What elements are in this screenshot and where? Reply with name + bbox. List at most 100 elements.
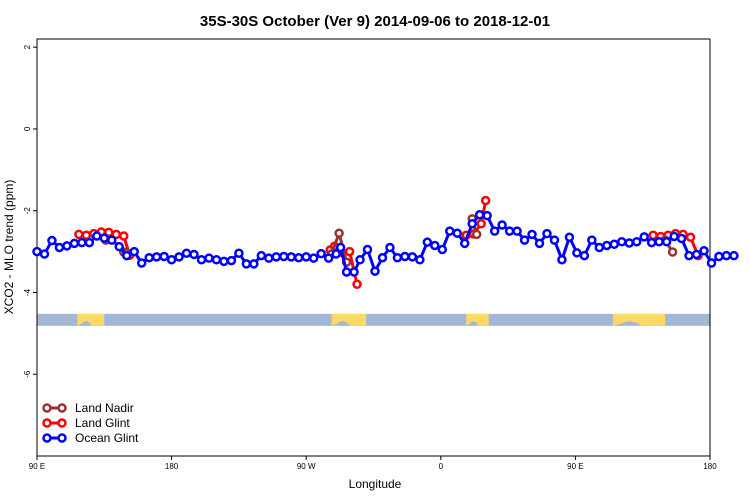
ocean-glint-point-0-79: [617, 237, 627, 247]
axes-ticks: 90 E 180 90 W 0 90 E 180 2 0 -2 -4 -6: [23, 44, 717, 471]
ocean-glint-point-0-31: [264, 253, 274, 263]
legend-label-land-nadir: Land Nadir: [75, 401, 134, 415]
ocean-glint-point-0-6: [77, 237, 87, 248]
ocean-glint-point-0-69: [542, 228, 552, 239]
land-nadir-point-4-1: [667, 247, 678, 257]
ocean-glint-point-0-5: [69, 238, 80, 249]
land-segment-1: [331, 313, 367, 326]
ocean-glint-point-0-28: [241, 259, 252, 269]
land-segment-0: [77, 313, 105, 326]
ocean-glint-point-0-54: [430, 240, 440, 251]
series-ocean-glint: [32, 210, 739, 277]
ocean-glint-point-0-73: [572, 248, 582, 258]
ocean-glint-point-0-7: [84, 237, 95, 248]
land-glint-point-2-2: [476, 219, 486, 229]
ocean-glint-point-0-81: [631, 237, 642, 247]
ocean-glint-point-0-29: [249, 259, 259, 269]
ocean-glint-point-0-22: [196, 255, 207, 265]
ocean-glint-point-0-0: [32, 246, 42, 257]
ocean-glint-point-0-44: [355, 255, 365, 265]
ocean-glint-point-0-12: [121, 250, 132, 261]
land-segment-2: [466, 313, 489, 326]
ocean-glint-point-0-21: [189, 249, 199, 260]
ocean-glint-point-0-23: [204, 253, 214, 263]
ocean-glint-point-0-8: [92, 231, 102, 241]
latitude-band: [37, 313, 710, 326]
land-nadir-point-2-1: [334, 228, 344, 238]
ocean-glint-point-0-14: [136, 258, 147, 268]
ocean-glint-point-0-50: [400, 251, 410, 262]
y-tick-label-4: -6: [23, 370, 32, 378]
ocean-glint-point-0-58: [459, 238, 470, 249]
ocean-glint-point-0-41: [335, 242, 346, 253]
ocean-glint-point-0-87: [676, 233, 687, 244]
ocean-glint-point-0-39: [323, 253, 334, 263]
ocean-glint-point-0-63: [497, 220, 507, 230]
y-tick-label-1: 0: [23, 126, 32, 131]
ocean-glint-point-0-27: [234, 248, 244, 258]
ocean-glint-point-0-74: [579, 250, 590, 261]
x-tick-label-5: 180: [703, 462, 717, 471]
ocean-glint-point-0-1: [39, 249, 50, 259]
ocean-glint-point-0-33: [279, 251, 289, 262]
x-tick-label-4: 90 E: [567, 462, 583, 471]
ocean-glint-point-0-35: [293, 252, 304, 263]
x-tick-label-2: 90 W: [297, 462, 316, 471]
ocean-glint-point-0-85: [661, 237, 672, 247]
ocean-band: [37, 313, 710, 326]
ocean-glint-point-0-77: [602, 240, 612, 251]
legend-label-land-glint: Land Glint: [75, 416, 130, 430]
ocean-glint-point-0-37: [308, 253, 319, 263]
ocean-glint-point-0-82: [639, 232, 649, 242]
ocean-glint-point-0-24: [211, 255, 222, 265]
ocean-glint-point-0-52: [415, 255, 425, 265]
ocean-glint-point-0-42: [341, 267, 352, 277]
land-glint-point-3-0: [648, 230, 658, 240]
legend-marker-ocean-glint: [42, 433, 52, 443]
ocean-glint-point-0-70: [549, 235, 560, 245]
x-tick-label-3: 0: [439, 462, 444, 471]
ocean-glint-point-0-57: [452, 228, 463, 238]
legend-marker-end-land-nadir: [57, 403, 67, 413]
ocean-glint-point-0-30: [256, 250, 267, 261]
ocean-glint-point-0-2: [47, 235, 57, 246]
ocean-glint-point-0-78: [609, 239, 620, 249]
ocean-glint-point-0-84: [654, 237, 664, 247]
ocean-glint-point-0-17: [159, 251, 169, 262]
legend-label-ocean-glint: Ocean Glint: [75, 431, 139, 445]
land-glint-point-1-3: [344, 246, 355, 257]
ocean-glint-point-0-53: [422, 237, 433, 247]
ocean-glint-point-0-38: [316, 248, 326, 259]
ocean-glint-point-0-15: [144, 252, 154, 263]
ocean-glint-point-0-4: [62, 241, 72, 251]
ocean-glint-point-0-49: [392, 252, 403, 263]
ocean-glint-point-0-34: [286, 252, 296, 262]
y-tick-label-2: -2: [23, 207, 32, 215]
chart-title: 35S-30S October (Ver 9) 2014-09-06 to 20…: [200, 13, 550, 30]
ocean-glint-point-0-45: [362, 244, 373, 255]
legend-marker-land-glint: [42, 418, 52, 428]
land-segment-3: [612, 313, 666, 326]
ocean-glint-point-0-20: [181, 248, 192, 258]
ocean-glint-point-0-25: [219, 256, 229, 267]
y-axis-label: XCO2 - MLO trend (ppm): [2, 180, 16, 315]
ocean-glint-point-0-76: [594, 242, 605, 253]
ocean-glint-point-0-16: [151, 252, 162, 262]
ocean-glint-point-0-48: [385, 242, 395, 253]
ocean-glint-point-0-18: [166, 255, 177, 265]
ocean-glint-point-0-19: [174, 252, 184, 262]
ocean-glint-point-0-46: [370, 266, 380, 276]
x-tick-label-1: 180: [165, 462, 179, 471]
land-glint-point-0-1: [81, 230, 92, 240]
ocean-glint-point-0-43: [349, 267, 359, 277]
ocean-glint-point-0-55: [437, 244, 448, 255]
data-series: [32, 195, 739, 290]
ocean-glint-point-0-80: [624, 238, 634, 248]
land-glint-point-1-4: [352, 279, 362, 290]
ocean-glint-point-0-66: [519, 235, 530, 245]
ocean-glint-point-0-9: [99, 233, 110, 243]
ocean-glint-point-0-62: [489, 226, 500, 236]
land-glint-point-0-0: [74, 229, 84, 240]
land-glint-point-3-5: [685, 232, 696, 243]
